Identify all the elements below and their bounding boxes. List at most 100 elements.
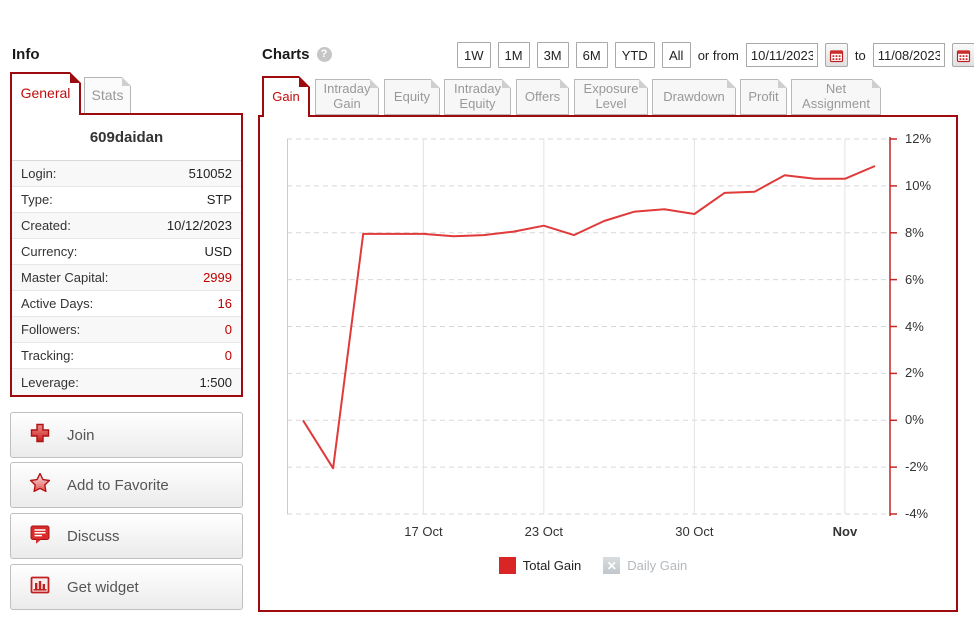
row-label: Created: — [21, 218, 71, 233]
charts-title: Charts — [262, 46, 310, 63]
info-table: Login: 510052 Type: STP Created: 10/12/2… — [12, 161, 241, 395]
join-button[interactable]: Join — [10, 412, 243, 458]
table-row: Login: 510052 — [12, 161, 241, 187]
plus-icon — [28, 421, 52, 449]
table-row: Type: STP — [12, 187, 241, 213]
favorite-label: Add to Favorite — [67, 476, 169, 494]
to-calendar-icon[interactable] — [951, 43, 974, 67]
info-heading: Info — [12, 46, 40, 63]
total-gain-swatch-icon — [498, 557, 516, 574]
row-label: Tracking: — [21, 348, 74, 363]
row-value: 510052 — [188, 166, 232, 181]
discuss-button[interactable]: Discuss — [10, 513, 243, 559]
charts-heading: Charts ? — [262, 46, 332, 63]
chart-tab-strip: Gain Intraday Gain Equity Intraday Equit… — [258, 76, 958, 117]
to-date-input[interactable] — [872, 43, 945, 67]
x-axis-tick-label: 17 Oct — [404, 524, 443, 539]
legend-item-total-gain[interactable]: Total Gain — [498, 557, 582, 574]
range-button[interactable]: 6M — [575, 42, 608, 68]
row-label: Leverage: — [21, 374, 79, 390]
y-axis-tick-label: 10% — [905, 177, 932, 193]
from-date-input[interactable] — [745, 43, 818, 67]
chart-tab-label: Offers — [524, 88, 561, 104]
chart-tab[interactable]: Equity — [384, 79, 440, 115]
row-value: 10/12/2023 — [166, 218, 232, 233]
widget-label: Get widget — [67, 578, 139, 596]
row-label: Login: — [21, 166, 57, 181]
bar-chart-icon — [28, 573, 52, 601]
chart-tab-label: Drawdown — [663, 88, 725, 104]
y-axis-tick-label: -2% — [905, 459, 929, 475]
row-label: Active Days: — [21, 296, 94, 311]
row-value: 1:500 — [199, 374, 232, 390]
row-label: Master Capital: — [21, 270, 109, 285]
chart-tab-label: Exposure Level — [583, 81, 639, 111]
chart-tab-label: Net Assignment — [802, 81, 870, 111]
chart-tab-label: Intraday Equity — [454, 81, 501, 111]
y-axis-tick-label: 2% — [905, 365, 924, 381]
x-axis-tick-label: Nov — [832, 524, 858, 539]
chart-tab[interactable]: Intraday Equity — [444, 79, 511, 115]
table-row: Currency: USD — [12, 239, 241, 265]
account-name: 609daidan — [12, 115, 241, 161]
table-row: Master Capital: 2999 — [12, 265, 241, 291]
tab-stats[interactable]: Stats — [84, 77, 131, 113]
tab-general[interactable]: General — [10, 72, 81, 115]
get-widget-button[interactable]: Get widget — [10, 564, 243, 610]
legend-item-daily-gain[interactable]: ✕ Daily Gain — [603, 557, 687, 574]
chart-tab[interactable]: Net Assignment — [791, 79, 881, 115]
table-row: Tracking: 0 — [12, 343, 241, 369]
help-icon[interactable]: ? — [316, 47, 332, 62]
add-to-favorite-button[interactable]: Add to Favorite — [10, 462, 243, 508]
or-from-label: or from — [697, 47, 739, 63]
table-row: Followers: 0 — [12, 317, 241, 343]
star-icon — [28, 471, 52, 499]
chart-tab[interactable]: Exposure Level — [574, 79, 648, 115]
row-label: Type: — [21, 192, 53, 207]
chart-tab-label: Profit — [748, 88, 779, 104]
daily-gain-disabled-x-icon: ✕ — [603, 557, 621, 574]
from-calendar-icon[interactable] — [824, 43, 848, 67]
row-label: Followers: — [21, 322, 81, 337]
y-axis-tick-label: 0% — [905, 412, 924, 428]
row-value: 0 — [224, 348, 232, 363]
chart-tab[interactable]: Drawdown — [652, 79, 736, 115]
chart-tab-label: Intraday Gain — [323, 81, 371, 111]
legend-label: Daily Gain — [627, 558, 688, 573]
table-row: Active Days: 16 — [12, 291, 241, 317]
y-axis-tick-label: 12% — [905, 131, 932, 146]
info-panel: 609daidan Login: 510052 Type: STP Create… — [10, 113, 243, 397]
x-axis-tick-label: 30 Oct — [675, 524, 714, 539]
discuss-label: Discuss — [67, 527, 120, 545]
y-axis-tick-label: 6% — [905, 271, 924, 287]
legend-label: Total Gain — [522, 558, 582, 573]
row-value: 16 — [217, 296, 232, 311]
row-value: USD — [204, 244, 232, 259]
charts-panel: Total Gain ✕ Daily Gain 12% 10% 8% 6% 4% 2% 0%… — [258, 115, 958, 612]
chart-tab[interactable]: Offers — [516, 79, 569, 115]
table-row: Leverage: 1:500 — [12, 369, 241, 395]
row-value: 0 — [224, 322, 232, 337]
chart-tab[interactable]: Intraday Gain — [315, 79, 379, 115]
chart-tab[interactable]: Profit — [740, 79, 787, 115]
row-label: Currency: — [21, 244, 78, 259]
gain-chart-plot[interactable] — [287, 137, 899, 516]
join-label: Join — [67, 426, 95, 444]
row-value: 2999 — [203, 270, 232, 285]
range-button[interactable]: 1W — [457, 42, 491, 68]
speech-bubble-icon — [28, 522, 52, 550]
chart-legend: Total Gain ✕ Daily Gain — [287, 557, 899, 574]
chart-tab-label: Equity — [393, 88, 431, 104]
table-row: Created: 10/12/2023 — [12, 213, 241, 239]
range-button[interactable]: 1M — [497, 42, 530, 68]
to-label: to — [854, 47, 866, 63]
y-axis-tick-label: 8% — [905, 224, 924, 240]
range-button[interactable]: All — [661, 42, 691, 68]
y-axis-tick-label: -4% — [905, 506, 929, 521]
chart-tab-label: Gain — [272, 89, 300, 105]
chart-tab[interactable]: Gain — [262, 76, 310, 117]
x-axis-tick-label: 23 Oct — [524, 524, 563, 539]
range-button[interactable]: 3M — [536, 42, 569, 68]
range-button[interactable]: YTD — [614, 42, 655, 68]
